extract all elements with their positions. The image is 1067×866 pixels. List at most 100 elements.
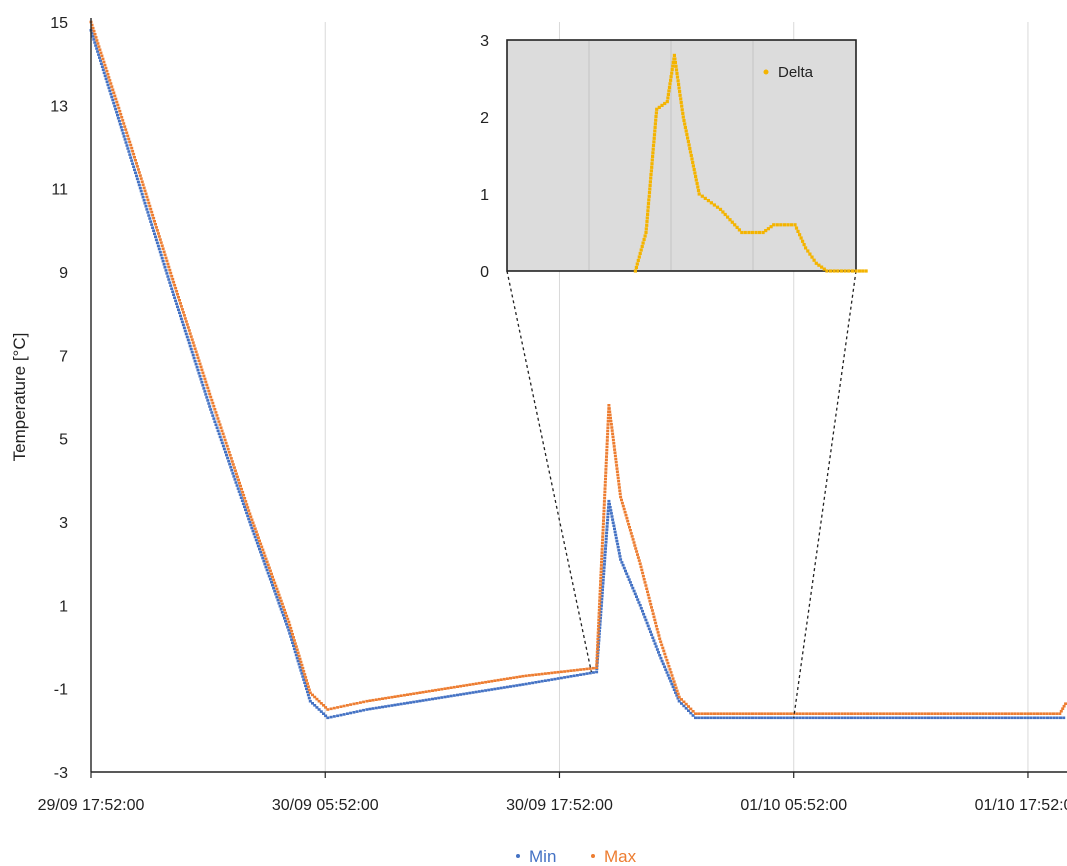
data-point-min [687, 709, 690, 712]
data-point-min [885, 716, 889, 720]
data-point-max [273, 581, 277, 585]
data-point-min [650, 633, 654, 636]
data-point-max [245, 503, 249, 506]
data-point-max [543, 672, 547, 675]
data-point-min [981, 716, 985, 720]
data-point-max [875, 712, 879, 715]
data-point-min [135, 174, 138, 178]
data-point-min [171, 290, 175, 293]
inset-data-point [836, 269, 840, 273]
data-point-min [219, 438, 223, 442]
inset-data-point [697, 192, 701, 196]
data-point-max [597, 615, 601, 618]
data-point-max [866, 712, 869, 715]
data-point-min [146, 211, 150, 214]
data-point-min [424, 698, 428, 702]
data-point-max [553, 671, 557, 674]
data-point-min [116, 116, 120, 120]
data-point-max [125, 131, 129, 134]
data-point-min [315, 706, 319, 709]
data-point-min [840, 716, 844, 720]
data-point-max [664, 655, 668, 659]
data-point-min [456, 693, 459, 697]
inset-data-point [799, 236, 803, 240]
data-point-max [377, 697, 381, 701]
data-point-max [650, 609, 654, 612]
inset-data-point [718, 207, 723, 211]
data-point-min [260, 553, 264, 557]
data-point-min [477, 690, 481, 693]
inset-data-point [647, 191, 652, 195]
data-point-max [824, 712, 828, 715]
data-point-min [988, 716, 991, 720]
data-point-max [716, 712, 720, 715]
inset-data-point [654, 118, 658, 122]
data-point-max [459, 684, 463, 688]
data-point-max [722, 712, 726, 715]
data-point-max [258, 539, 261, 543]
inset-data-point [808, 252, 812, 256]
inset-data-point [798, 233, 802, 237]
data-point-min [275, 595, 279, 599]
data-point-max [138, 174, 142, 177]
data-point-max [134, 159, 137, 162]
data-point-min [193, 359, 197, 363]
inset-data-point [647, 198, 651, 202]
data-point-min [599, 604, 603, 607]
data-point-min [421, 699, 425, 702]
inset-data-point [794, 226, 799, 230]
y-tick-label: 9 [59, 265, 68, 282]
data-point-max [103, 63, 107, 67]
data-point-max [676, 692, 680, 696]
data-point-max [207, 389, 211, 393]
data-point-min [602, 566, 606, 569]
inset-data-point [669, 78, 673, 82]
data-point-max [515, 675, 519, 679]
data-point-min [1000, 716, 1004, 720]
data-point-max [641, 571, 645, 575]
inset-data-point [674, 64, 678, 68]
data-point-min [659, 656, 663, 660]
data-point-max [601, 525, 605, 529]
inset-data-point [693, 171, 697, 175]
data-point-min [301, 675, 305, 678]
data-point-min [384, 705, 388, 708]
inset-data-point [652, 140, 656, 144]
data-point-max [231, 463, 235, 466]
data-point-min [204, 393, 208, 396]
data-point-max [218, 423, 222, 426]
data-point-max [625, 516, 629, 520]
data-point-min [255, 541, 259, 545]
data-point-max [190, 338, 194, 341]
data-point-min [352, 711, 356, 714]
data-point-max [611, 438, 615, 442]
data-point-max [505, 677, 509, 680]
data-point-min [261, 556, 265, 560]
data-point-max [91, 26, 95, 30]
data-point-min [684, 707, 688, 710]
data-point-max [744, 712, 748, 715]
data-point-max [446, 686, 450, 690]
data-point-max [194, 350, 198, 353]
data-point-min [249, 523, 253, 527]
data-point-max [111, 88, 115, 91]
data-point-min [667, 677, 671, 680]
data-point-min [218, 435, 222, 439]
data-point-max [888, 712, 892, 715]
data-point-max [628, 529, 632, 532]
data-point-max [415, 691, 419, 695]
data-point-min [617, 552, 621, 555]
data-point-min [601, 582, 605, 585]
data-point-max [609, 423, 613, 426]
inset-data-point [650, 162, 654, 166]
data-point-min [744, 716, 748, 720]
data-point-max [241, 490, 245, 494]
data-point-min [480, 689, 484, 693]
data-point-min [773, 716, 777, 720]
data-point-max [670, 674, 674, 677]
data-point-max [763, 712, 767, 715]
data-point-min [878, 716, 882, 720]
data-point-max [1059, 709, 1063, 713]
data-point-min [605, 531, 609, 535]
data-point-max [658, 637, 662, 640]
